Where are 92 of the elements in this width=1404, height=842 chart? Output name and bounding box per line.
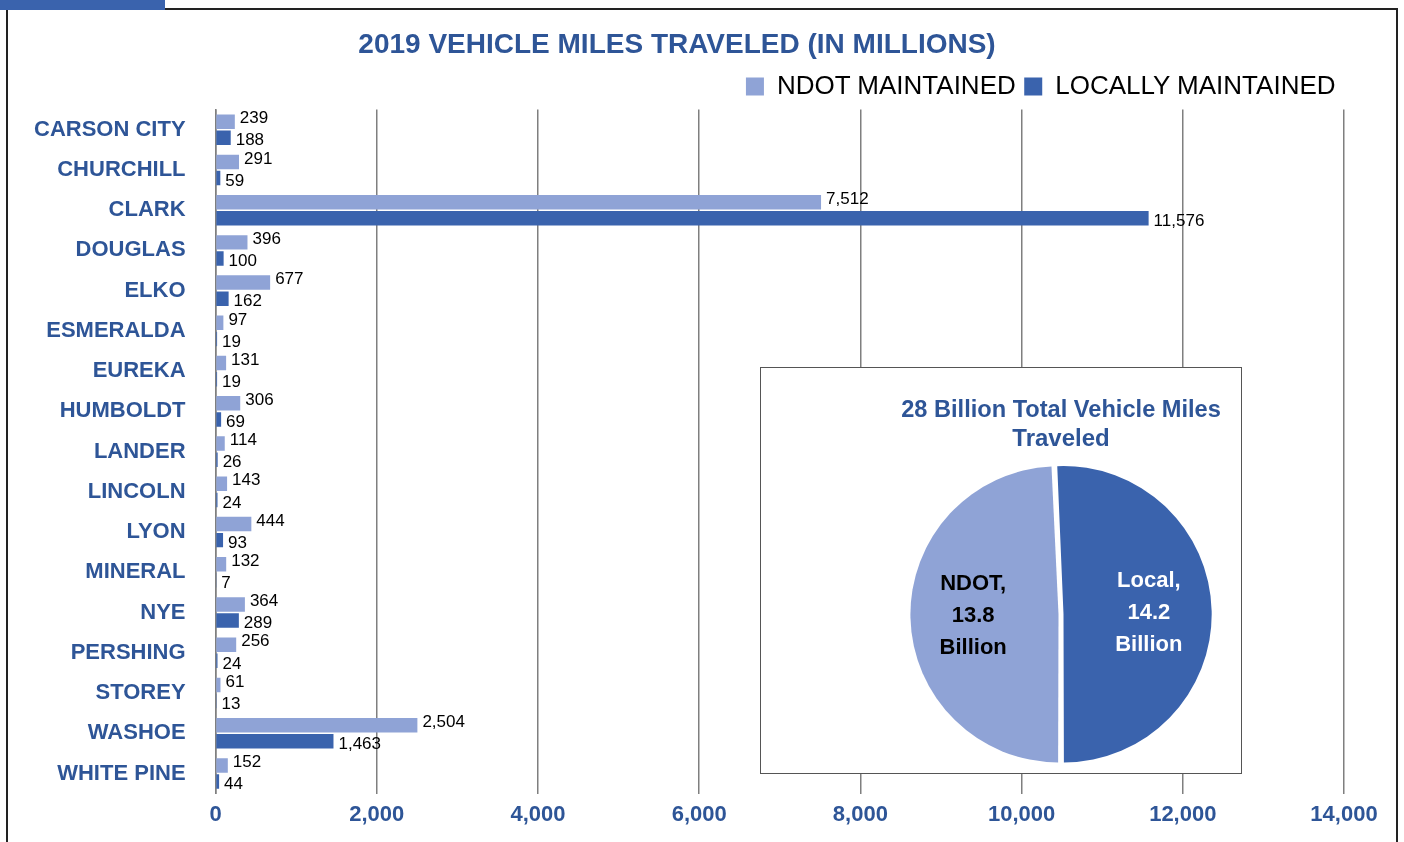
bar: [216, 436, 225, 451]
bar: [216, 130, 231, 146]
bar: [216, 516, 252, 532]
data-label: 100: [228, 251, 257, 271]
legend-label: LOCALLY MAINTAINED: [1055, 69, 1336, 100]
data-label: 143: [232, 470, 261, 490]
y-tick-label: ESMERALDA: [46, 316, 186, 342]
data-label: 396: [252, 229, 281, 249]
y-tick-label: MINERAL: [85, 558, 186, 584]
y-tick-label: STOREY: [95, 679, 186, 705]
x-tick-label: 8,000: [832, 800, 888, 826]
data-label: 1,463: [338, 733, 382, 753]
bar: [216, 717, 418, 733]
data-label: 7,512: [826, 188, 869, 208]
y-tick-label: LINCOLN: [87, 477, 186, 503]
bar: [216, 315, 224, 331]
x-tick-label: 6,000: [671, 800, 727, 826]
bar: [216, 557, 227, 572]
data-label: 19: [222, 331, 242, 351]
bar: [216, 210, 1149, 226]
bar: [216, 251, 224, 266]
data-label: 44: [224, 774, 244, 794]
bar: [216, 597, 245, 612]
y-tick-label: LYON: [126, 518, 186, 544]
data-label: 256: [241, 631, 270, 651]
y-tick-label: WHITE PINE: [57, 759, 186, 785]
data-label: 59: [225, 170, 245, 190]
data-label: 131: [231, 349, 260, 369]
y-tick-label: WASHOE: [87, 719, 186, 745]
y-tick-label: DOUGLAS: [75, 236, 186, 262]
legend-label: NDOT MAINTAINED: [776, 69, 1016, 100]
bar: [216, 170, 221, 186]
data-label: 93: [228, 532, 247, 552]
data-label: 306: [245, 390, 274, 410]
bar: [216, 235, 248, 250]
data-label: 2,504: [422, 711, 465, 731]
bar: [216, 677, 221, 693]
data-label: 61: [225, 671, 245, 691]
data-label: 69: [226, 412, 246, 432]
data-label: 291: [244, 148, 273, 168]
y-tick-label: CLARK: [108, 196, 186, 222]
bar: [216, 396, 241, 411]
data-label: 239: [239, 108, 269, 128]
data-label: 24: [222, 492, 242, 512]
data-label: 11,576: [1153, 210, 1205, 230]
bar: [216, 355, 227, 371]
bar: [216, 613, 239, 628]
data-label: 26: [222, 452, 242, 472]
y-tick-label: PERSHING: [70, 638, 186, 664]
bar: [216, 532, 224, 548]
x-tick-label: 14,000: [1310, 800, 1378, 826]
slice-label: Local, 14.2 Billion: [1115, 566, 1183, 656]
x-tick-label: 4,000: [510, 800, 566, 826]
bar: [216, 637, 237, 652]
data-label: 289: [243, 613, 273, 633]
chart-title: 28 Billion Total Vehicle Miles Traveled: [901, 394, 1221, 451]
x-tick-label: 12,000: [1149, 800, 1217, 826]
data-label: 677: [275, 269, 304, 289]
data-label: 162: [233, 291, 262, 311]
data-label: 13: [221, 693, 241, 713]
bar: [216, 758, 228, 773]
data-label: 7: [221, 573, 231, 593]
bar: [216, 412, 222, 427]
data-label: 188: [235, 130, 265, 150]
y-tick-label: HUMBOLDT: [59, 397, 187, 423]
y-tick-label: ELKO: [124, 276, 186, 302]
bar: [216, 114, 235, 129]
y-tick-label: CHURCHILL: [57, 156, 186, 182]
x-tick-label: 2,000: [349, 800, 405, 826]
bar: [216, 476, 228, 492]
x-tick-label: 10,000: [987, 800, 1056, 826]
slice-label: NDOT, 13.8 Billion: [939, 570, 1007, 660]
data-label: 19: [222, 371, 242, 391]
bar: [216, 194, 822, 210]
data-label: 132: [231, 550, 260, 570]
y-tick-label: LANDER: [93, 437, 186, 463]
bar: [216, 734, 334, 749]
data-label: 152: [232, 752, 262, 772]
data-label: 114: [229, 430, 257, 450]
y-tick-label: EUREKA: [92, 357, 186, 383]
bar: [216, 275, 271, 290]
data-label: 364: [249, 591, 279, 611]
data-label: 444: [256, 510, 285, 530]
data-label: 24: [222, 653, 242, 673]
bar: [216, 774, 220, 789]
bar: [216, 154, 240, 170]
chart-title: 2019 VEHICLE MILES TRAVELED (IN MILLIONS): [358, 27, 996, 59]
y-tick-label: NYE: [140, 598, 186, 624]
data-label: 97: [228, 309, 248, 329]
x-tick-label: 0: [209, 800, 222, 826]
y-tick-label: CARSON CITY: [34, 115, 186, 141]
bar: [216, 291, 229, 306]
